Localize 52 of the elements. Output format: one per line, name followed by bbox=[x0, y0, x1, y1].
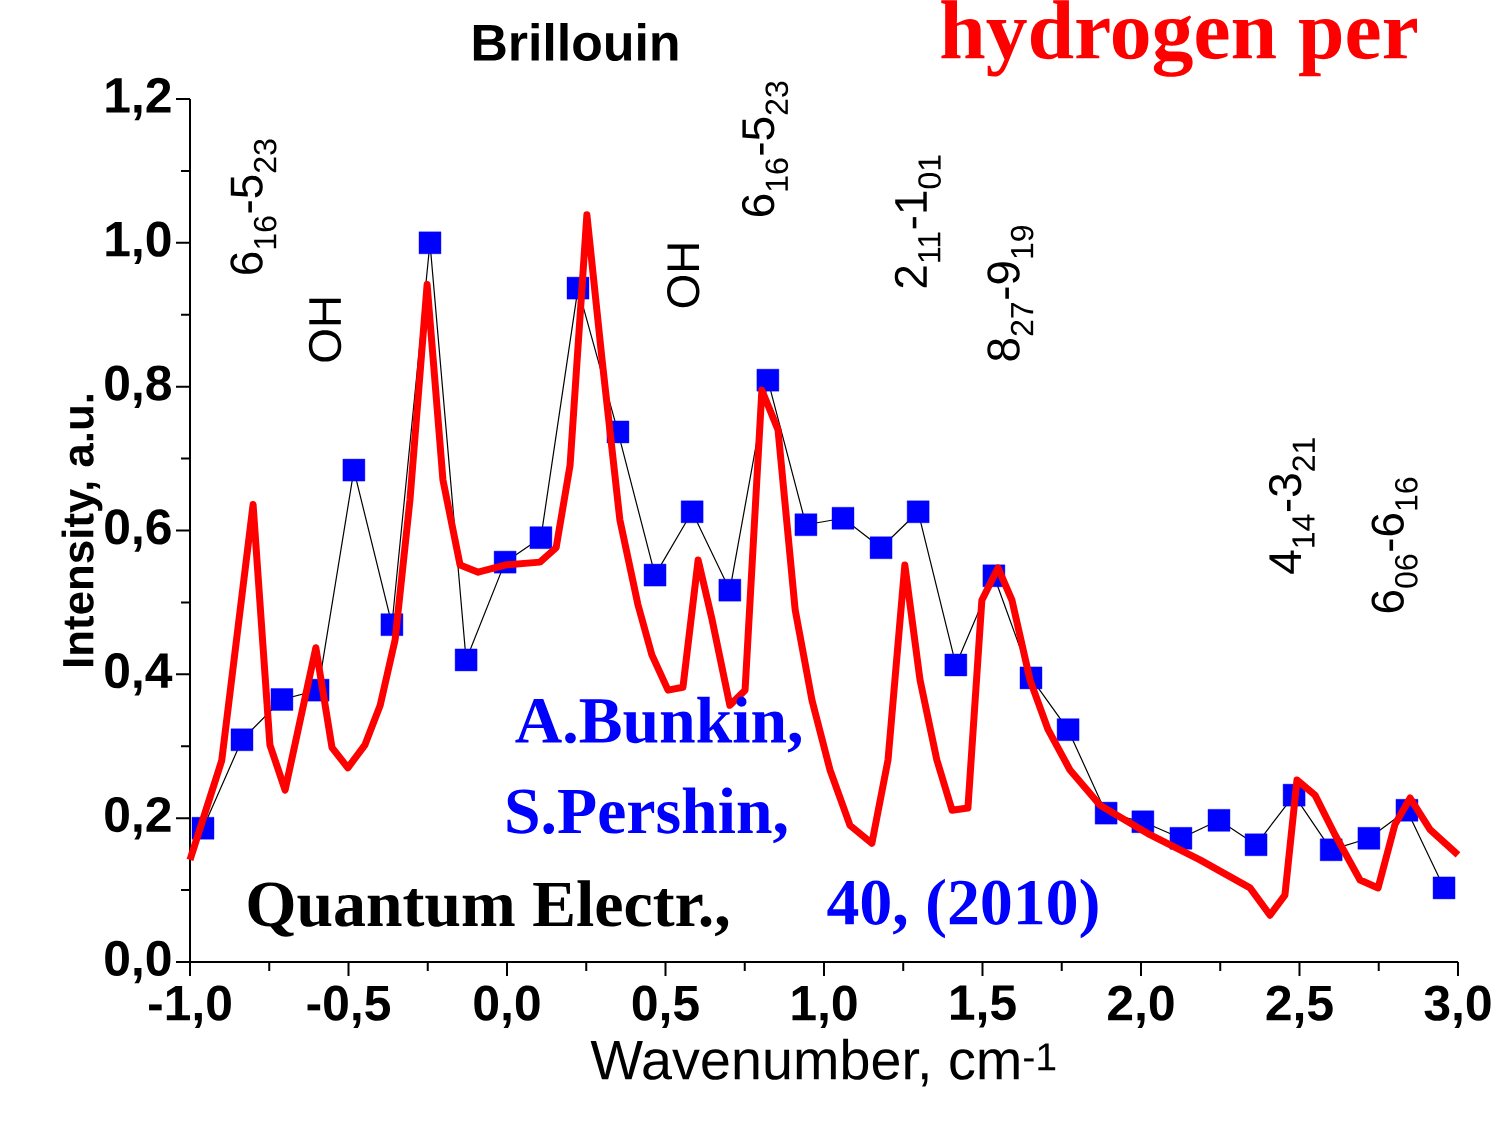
y-tick-label: 1,2 bbox=[106, 77, 171, 121]
x-axis-title: Wavenumber, cm$^{-1}$ bbox=[590, 1038, 1056, 1087]
annotation: 40, (2010) bbox=[827, 878, 1098, 939]
annotation: 6$_{16}$-5$_{23}$ bbox=[230, 139, 277, 274]
point bbox=[869, 536, 893, 559]
point bbox=[794, 513, 818, 536]
point bbox=[1056, 718, 1080, 741]
point bbox=[680, 500, 704, 523]
point bbox=[1244, 833, 1268, 856]
point bbox=[906, 500, 930, 523]
annotation: Quantum Electr., bbox=[248, 880, 729, 937]
annotation: OH bbox=[667, 244, 700, 308]
x-tick-label: 0,5 bbox=[632, 985, 699, 1028]
annotation: 6$_{06}$-6$_{16}$ bbox=[1371, 477, 1418, 613]
point bbox=[944, 653, 968, 677]
point bbox=[756, 368, 780, 392]
point bbox=[831, 507, 855, 530]
annotation: 6$_{16}$-5$_{23}$ bbox=[741, 81, 789, 217]
annotation: 2$_{11}$-1$_{01}$ bbox=[894, 155, 941, 288]
annotation: 8$_{27}$-9$_{19}$ bbox=[987, 225, 1034, 361]
point bbox=[1432, 876, 1456, 900]
point bbox=[342, 458, 366, 482]
y-tick-label: 1,0 bbox=[106, 221, 171, 265]
annotation: OH bbox=[308, 298, 342, 362]
point bbox=[230, 728, 254, 751]
x-tick-label: 1,5 bbox=[951, 985, 1016, 1028]
x-tick-label: 0,0 bbox=[474, 985, 540, 1028]
point bbox=[418, 231, 442, 255]
point bbox=[643, 563, 667, 587]
text: hydrogen per bbox=[941, 0, 1417, 77]
point bbox=[1357, 827, 1381, 850]
x-tick-label: 2,5 bbox=[1266, 985, 1333, 1028]
y-tick-label: 0,0 bbox=[105, 940, 171, 984]
point bbox=[718, 578, 742, 602]
x-tick-label: 1,0 bbox=[792, 985, 857, 1028]
y-axis-title: Intensity, a.u. bbox=[61, 395, 103, 666]
y-tick-label: 0,6 bbox=[105, 509, 171, 552]
x-tick-label: -0,5 bbox=[307, 985, 391, 1028]
y-tick-label: 0,8 bbox=[105, 365, 171, 408]
y-tick-label: 0,4 bbox=[105, 653, 173, 696]
point bbox=[1207, 809, 1231, 832]
annotation: S.Pershin, bbox=[507, 787, 787, 844]
x-tick-label: -1,0 bbox=[149, 985, 231, 1028]
point bbox=[270, 688, 294, 711]
text: Brillouin bbox=[473, 23, 678, 62]
point bbox=[529, 526, 553, 549]
annotation: 4$_{14}$-3$_{21}$ bbox=[1268, 438, 1315, 574]
annotation: A.Bunkin, bbox=[515, 696, 801, 753]
x-tick-label: 2,0 bbox=[1108, 985, 1174, 1028]
y-tick-label: 0,2 bbox=[105, 796, 171, 840]
x-tick-label: 3,0 bbox=[1424, 985, 1491, 1028]
point bbox=[454, 648, 478, 672]
